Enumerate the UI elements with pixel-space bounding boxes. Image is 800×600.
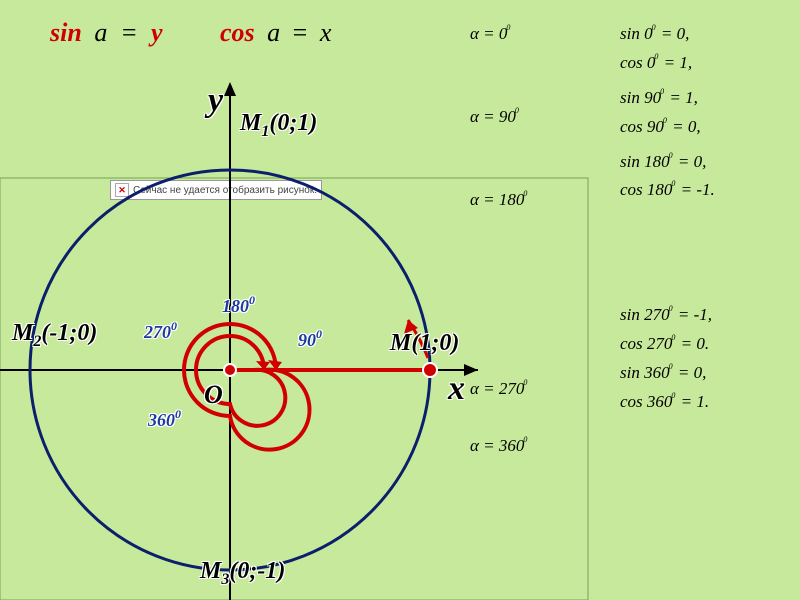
x-axis-label: x <box>448 370 465 408</box>
m-label: M(1;0) <box>390 330 459 357</box>
eq-sin270: sin 2700 = -1, <box>620 301 715 330</box>
m1-label: M1(0;1) <box>240 110 317 141</box>
trig-values-column: sin 00 = 0, cos 00 = 1, sin 900 = 1, cos… <box>620 20 715 417</box>
origin-label: O <box>204 380 223 410</box>
angle-spiral <box>184 324 309 450</box>
eq-cos0: cos 00 = 1, <box>620 49 715 78</box>
y-axis-label: y <box>208 82 223 120</box>
point-m <box>423 363 437 377</box>
m3-label: M3(0;-1) <box>200 558 285 589</box>
alpha-90: α = 900 <box>470 103 528 132</box>
angle-180-label: 1800 <box>222 296 255 317</box>
eq-cos90: cos 900 = 0, <box>620 113 715 142</box>
eq-sin0: sin 00 = 0, <box>620 20 715 49</box>
alpha-270: α = 2700 <box>470 375 528 404</box>
angle-90-label: 900 <box>298 330 322 351</box>
y-axis-arrow <box>224 82 236 96</box>
eq-cos180: cos 1800 = -1. <box>620 176 715 205</box>
angle-360-label: 3600 <box>148 410 181 431</box>
alpha-column: α = 00 α = 900 α = 1800 α = 2700 α = 360… <box>470 20 528 460</box>
eq-sin90: sin 900 = 1, <box>620 84 715 113</box>
alpha-180: α = 1800 <box>470 186 528 215</box>
eq-cos360: cos 3600 = 1. <box>620 388 715 417</box>
eq-cos270: cos 2700 = 0. <box>620 330 715 359</box>
eq-sin360: sin 3600 = 0, <box>620 359 715 388</box>
point-o <box>224 364 236 376</box>
angle-270-label: 2700 <box>144 322 177 343</box>
alpha-360: α = 3600 <box>470 432 528 461</box>
eq-sin180: sin 1800 = 0, <box>620 148 715 177</box>
stage: sin a = y cos a = x ✕ Сейчас не удается … <box>0 0 800 600</box>
m2-label: M2(-1;0) <box>12 320 97 351</box>
alpha-0: α = 00 <box>470 20 528 49</box>
